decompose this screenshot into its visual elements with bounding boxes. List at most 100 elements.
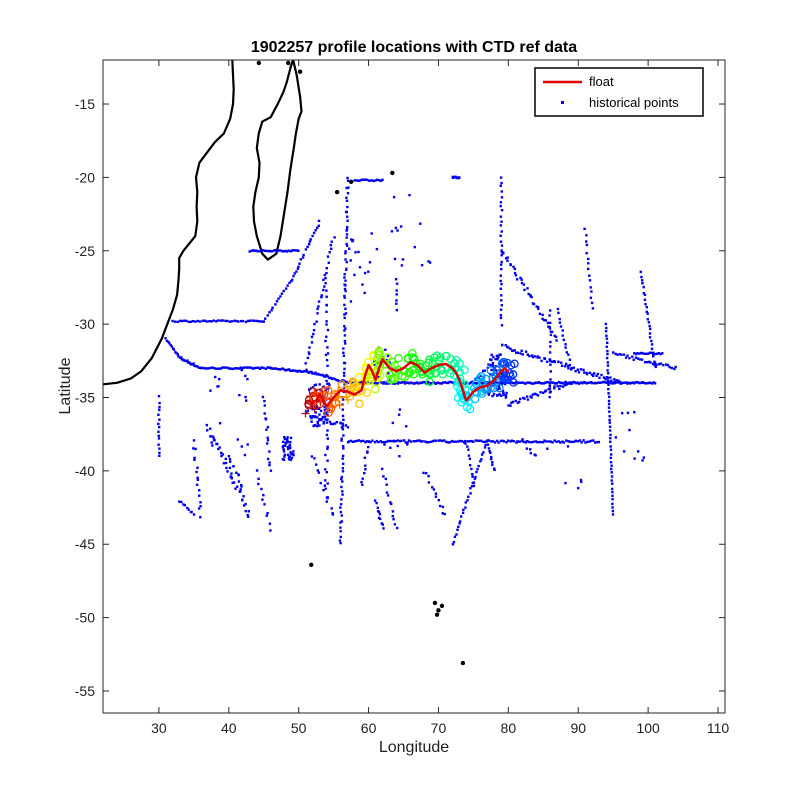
float-profile-marker — [503, 375, 512, 384]
historical-point — [255, 319, 258, 323]
historical-point — [414, 440, 417, 443]
historical-point — [339, 541, 342, 545]
historical-point — [558, 321, 562, 324]
historical-point — [316, 372, 320, 376]
island-coast — [432, 600, 438, 606]
float-profile-marker — [394, 354, 403, 363]
historical-point — [290, 278, 294, 282]
historical-point — [593, 372, 596, 375]
historical-point — [608, 395, 611, 398]
historical-point — [186, 359, 189, 362]
historical-point — [609, 445, 612, 448]
historical-point — [307, 371, 310, 374]
madagascar-coastline — [252, 60, 303, 261]
historical-point — [339, 521, 342, 524]
historical-point — [596, 372, 600, 376]
historical-point — [365, 440, 368, 443]
historical-point — [318, 413, 321, 416]
historical-point — [324, 453, 327, 457]
historical-point — [205, 320, 208, 323]
historical-point — [330, 247, 333, 250]
historical-point — [595, 374, 598, 377]
historical-point — [392, 518, 395, 521]
historical-point — [211, 366, 214, 369]
historical-point — [608, 415, 611, 418]
historical-point — [218, 377, 221, 381]
historical-point — [344, 307, 347, 310]
historical-point — [500, 260, 503, 264]
historical-point — [196, 466, 199, 469]
island-coast — [434, 612, 440, 617]
y-tick-label: -20 — [75, 169, 95, 185]
historical-point — [352, 381, 355, 384]
historical-point — [553, 387, 556, 390]
historical-point — [416, 381, 419, 384]
float-profile-marker — [324, 408, 333, 418]
historical-point — [454, 175, 457, 179]
historical-point — [400, 439, 403, 442]
historical-point — [314, 411, 317, 414]
historical-point — [265, 428, 268, 431]
historical-point — [344, 327, 347, 330]
historical-point — [579, 368, 583, 371]
float-profile-marker — [365, 376, 375, 385]
historical-point — [311, 371, 314, 375]
historical-point — [375, 501, 378, 505]
historical-point — [420, 264, 424, 267]
historical-point — [564, 362, 568, 366]
historical-point — [292, 450, 295, 453]
historical-point — [261, 395, 265, 399]
historical-point — [607, 383, 610, 386]
historical-point — [315, 320, 318, 323]
historical-point — [607, 372, 610, 375]
historical-point — [434, 382, 438, 385]
historical-point — [632, 358, 635, 361]
historical-point — [607, 380, 610, 383]
historical-point — [341, 414, 345, 418]
historical-point — [588, 371, 592, 374]
historical-point — [520, 349, 523, 352]
island-coast — [297, 69, 303, 74]
historical-point — [387, 372, 390, 375]
historical-point — [351, 381, 354, 384]
historical-point — [611, 513, 615, 516]
float-profile-marker — [477, 372, 486, 381]
historical-point — [395, 302, 398, 305]
historical-point — [292, 249, 295, 252]
historical-point — [309, 238, 312, 241]
historical-point — [522, 283, 526, 286]
historical-point — [228, 466, 232, 470]
historical-point — [377, 440, 380, 444]
historical-point — [293, 272, 296, 275]
historical-point — [298, 262, 301, 265]
float-profile-marker — [371, 384, 380, 394]
historical-point — [643, 352, 646, 355]
historical-point — [288, 281, 291, 284]
historical-point — [377, 510, 381, 514]
y-tick-label: -40 — [75, 463, 95, 479]
historical-point — [391, 421, 394, 425]
historical-point — [560, 361, 563, 364]
historical-point — [245, 399, 248, 402]
historical-point — [317, 471, 321, 474]
historical-point — [611, 509, 615, 513]
float-profile-marker — [495, 369, 505, 378]
historical-point — [399, 225, 403, 228]
historical-point — [340, 520, 344, 523]
historical-point — [375, 382, 379, 385]
historical-point — [229, 475, 232, 478]
historical-point — [217, 447, 220, 451]
historical-point — [604, 322, 608, 326]
historical-point — [406, 381, 410, 384]
historical-point — [289, 369, 292, 372]
historical-point — [339, 535, 342, 539]
historical-point — [282, 450, 286, 453]
historical-point — [580, 441, 583, 444]
historical-point — [341, 490, 344, 493]
historical-point — [308, 240, 312, 243]
historical-point — [639, 358, 642, 361]
historical-point — [317, 224, 320, 227]
float-profile-marker — [304, 401, 314, 410]
historical-point — [342, 462, 345, 465]
historical-point — [502, 391, 505, 395]
